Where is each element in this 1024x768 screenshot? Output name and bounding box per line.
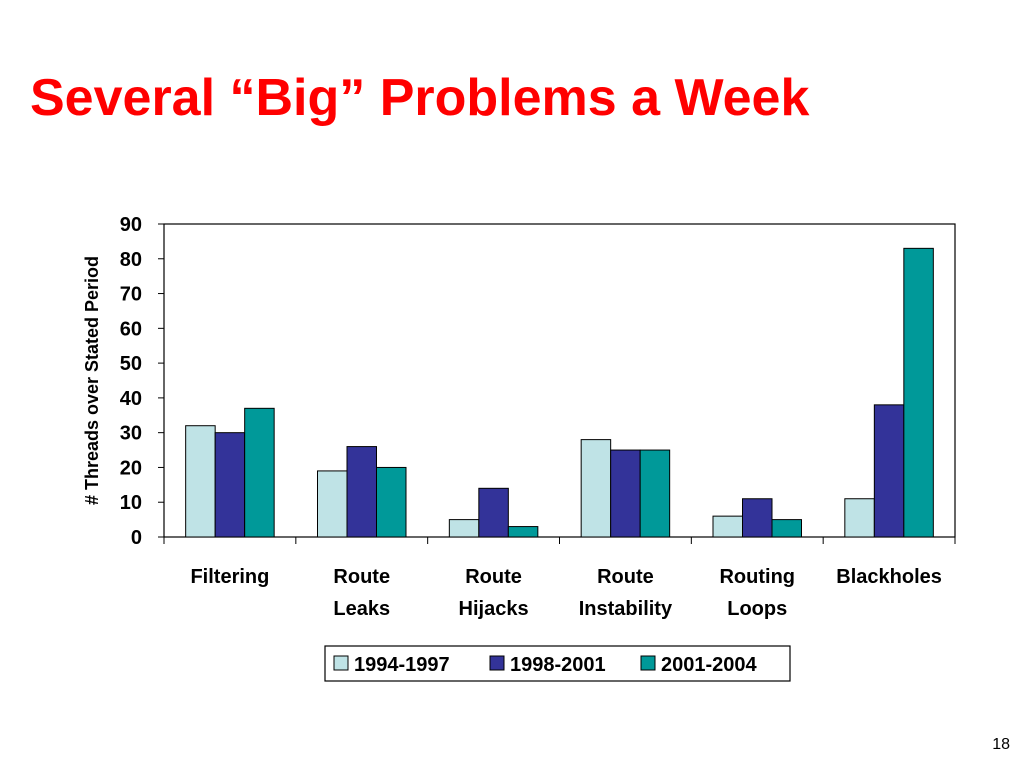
x-category-label: Instability (579, 598, 673, 620)
y-tick-label: 0 (131, 527, 142, 549)
y-axis-label: # Threads over Stated Period (82, 256, 102, 505)
y-tick-label: 10 (120, 492, 142, 514)
y-tick-label: 90 (120, 214, 142, 236)
bar (771, 519, 802, 538)
slide-number: 18 (992, 736, 1010, 753)
x-category-label: Filtering (190, 566, 269, 588)
x-category-label: Route (333, 566, 390, 588)
legend (324, 645, 791, 682)
legend-label: 1994-1997 (354, 654, 450, 676)
y-tick-label: 30 (120, 423, 142, 445)
bar (214, 432, 246, 538)
bar (185, 425, 216, 538)
bar (448, 519, 480, 538)
bar (712, 515, 743, 538)
x-category-label: Loops (727, 598, 787, 620)
bar (244, 407, 275, 538)
y-tick-label: 80 (120, 249, 142, 271)
bar (507, 526, 539, 538)
bar (610, 449, 641, 538)
legend-swatch (489, 655, 505, 671)
y-tick-label: 70 (120, 284, 142, 306)
bar (346, 446, 377, 538)
y-tick-label: 40 (120, 388, 142, 410)
legend-label: 1998-2001 (510, 654, 606, 676)
legend-swatch (640, 655, 656, 671)
bar (844, 498, 875, 538)
x-category-label: Hijacks (459, 598, 529, 620)
x-category-label: Blackholes (836, 566, 942, 588)
bar (580, 439, 612, 538)
x-category-label: Route (465, 566, 522, 588)
bar (639, 449, 671, 538)
bar (478, 487, 509, 538)
y-tick-label: 60 (120, 318, 142, 340)
bar (903, 247, 934, 538)
y-tick-label: 50 (120, 353, 142, 375)
bar (873, 404, 905, 538)
legend-swatch (333, 655, 349, 671)
y-tick-label: 20 (120, 457, 142, 479)
bar (376, 466, 407, 538)
x-category-label: Route (597, 566, 654, 588)
bar (742, 498, 773, 538)
slide-title: Several “Big” Problems a Week (30, 69, 810, 127)
legend-label: 2001-2004 (661, 654, 758, 676)
x-category-label: Routing (719, 566, 795, 588)
plot-area (163, 223, 956, 538)
bar (317, 470, 348, 538)
x-category-label: Leaks (333, 598, 390, 620)
